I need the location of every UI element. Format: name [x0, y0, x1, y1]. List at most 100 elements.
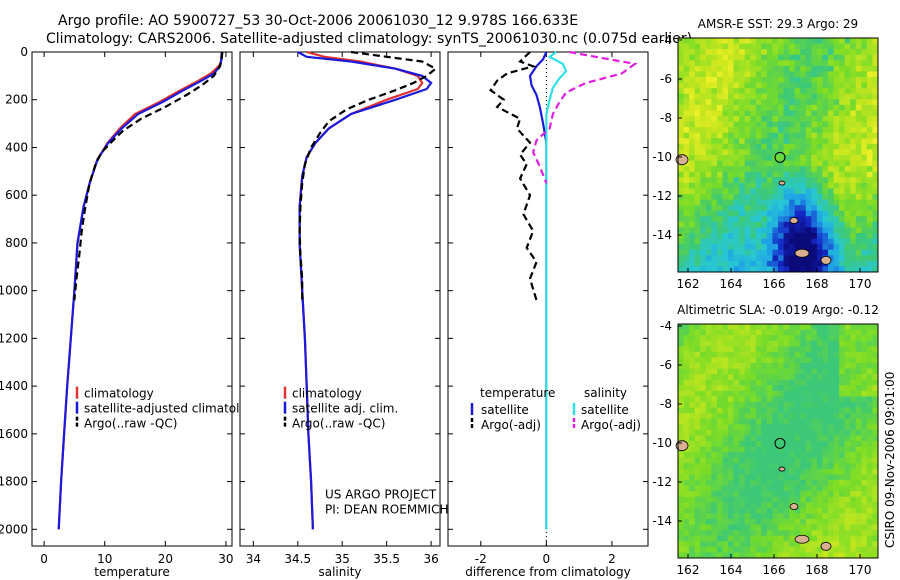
map-cell — [683, 166, 690, 173]
map-cell — [772, 335, 779, 342]
map-cell — [855, 121, 862, 128]
map-cell — [689, 446, 696, 453]
map-cell — [750, 424, 757, 431]
map-cell — [778, 396, 784, 403]
map-cell — [705, 329, 712, 336]
map-cell — [705, 182, 712, 189]
map-cell — [739, 357, 746, 364]
map-cell — [828, 38, 834, 44]
map-cell — [833, 194, 840, 200]
map-cell — [850, 116, 857, 122]
map-cell — [744, 480, 751, 486]
map-cell — [750, 519, 757, 525]
map-cell — [844, 116, 851, 122]
map-cell — [739, 127, 746, 134]
map-cell — [861, 155, 868, 161]
map-cell — [872, 535, 879, 542]
map-cell — [683, 65, 690, 72]
map-cell — [705, 335, 712, 342]
map-cell — [761, 233, 768, 239]
map-cell — [828, 424, 834, 431]
map-cell — [828, 221, 834, 228]
map-cell — [733, 143, 740, 150]
map-cell — [705, 340, 712, 347]
map-cell — [744, 166, 751, 173]
map-cell — [678, 396, 684, 403]
map-cell — [839, 199, 846, 206]
map-cell — [850, 121, 857, 128]
map-cell — [850, 457, 857, 464]
map-cell — [850, 171, 857, 178]
map-cell — [828, 177, 834, 184]
map-cell — [694, 351, 701, 358]
y-tick-label: 600 — [5, 188, 28, 202]
map-cell — [800, 329, 807, 336]
map-cell — [700, 513, 707, 520]
map-cell — [800, 221, 807, 228]
map-cell — [755, 216, 762, 223]
map-cell — [761, 177, 768, 184]
map-cell — [794, 491, 801, 498]
map-cell — [783, 99, 790, 106]
map-cell — [828, 530, 834, 537]
map-cell — [805, 104, 812, 111]
map-cell — [755, 468, 762, 475]
map-cell — [694, 335, 701, 342]
map-cell — [861, 530, 868, 537]
map-cell — [772, 424, 779, 431]
map-cell — [833, 390, 840, 397]
map-cell — [778, 329, 784, 336]
map-cell — [700, 65, 707, 72]
map-cell — [866, 340, 873, 347]
map-cell — [866, 143, 873, 150]
map-cell — [866, 441, 873, 447]
map-cell — [728, 171, 734, 178]
map-cell — [689, 93, 696, 100]
map-cell — [733, 233, 740, 239]
map-cell — [811, 71, 818, 78]
map-cell — [866, 227, 873, 234]
map-cell — [855, 65, 862, 72]
map-cell — [800, 435, 807, 442]
map-cell — [778, 351, 784, 358]
map-cell — [722, 480, 729, 486]
map-cell — [700, 93, 707, 100]
map-cell — [778, 166, 784, 173]
map-cell — [750, 221, 757, 228]
map-cell — [811, 233, 818, 239]
map-cell — [855, 88, 862, 95]
map-cell — [778, 519, 784, 525]
map-cell — [822, 452, 829, 459]
map-cell — [805, 205, 812, 212]
map-cell — [683, 335, 690, 342]
map-cell — [794, 127, 801, 134]
map-cell — [722, 110, 729, 117]
map-cell — [855, 99, 862, 106]
map-cell — [689, 221, 696, 228]
map-cell — [839, 221, 846, 228]
map-cell — [683, 171, 690, 178]
map-cell — [850, 346, 857, 353]
map-cell — [733, 104, 740, 111]
map-cell — [694, 54, 701, 61]
map-cell — [844, 238, 851, 245]
map-cell — [722, 363, 729, 369]
map-cell — [822, 82, 829, 89]
map-cell — [755, 182, 762, 189]
map-cell — [822, 77, 829, 83]
map-cell — [678, 407, 684, 414]
map-cell — [844, 244, 851, 251]
map-cell — [822, 43, 829, 50]
map-cell — [694, 429, 701, 436]
map-cell — [861, 149, 868, 156]
map-cell — [816, 260, 823, 267]
map-cell — [744, 65, 751, 72]
map-cell — [822, 480, 829, 486]
map-cell — [772, 205, 779, 212]
map-cell — [728, 357, 734, 364]
map-cell — [822, 49, 829, 56]
map-cell — [689, 233, 696, 239]
map-cell — [716, 249, 723, 256]
map-cell — [778, 424, 784, 431]
map-cell — [844, 457, 851, 464]
